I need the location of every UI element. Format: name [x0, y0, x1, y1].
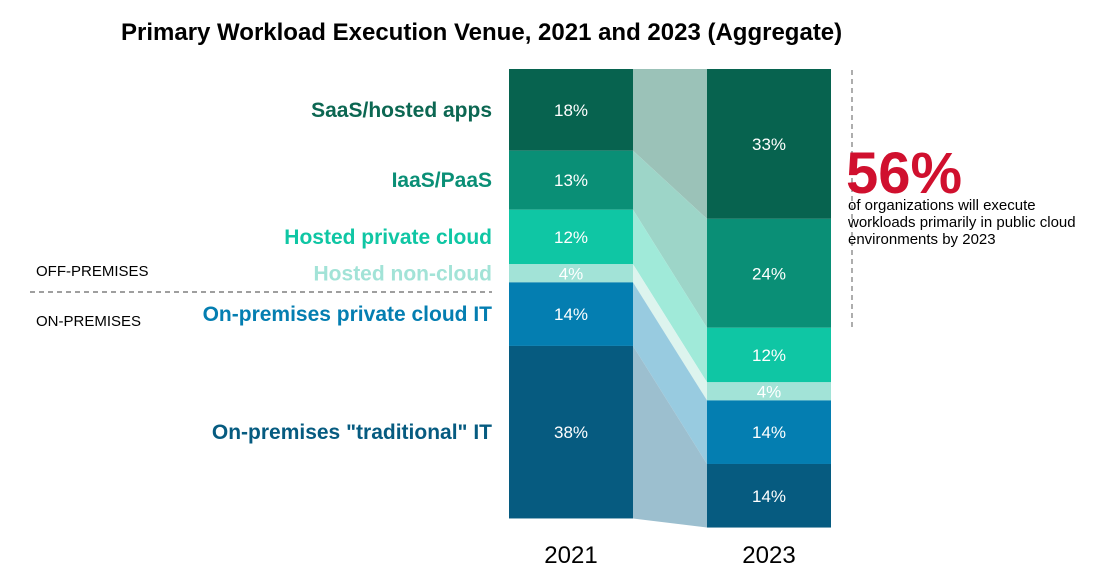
bar-segment	[707, 463, 831, 528]
transition-band	[633, 264, 707, 401]
data-label: 14%	[752, 423, 786, 442]
data-label: 18%	[554, 101, 588, 120]
transition-bands	[633, 69, 707, 528]
category-label: SaaS/hosted apps	[311, 99, 492, 122]
data-label: 12%	[752, 346, 786, 365]
transition-band	[633, 345, 707, 528]
year-labels: 2021 2023	[544, 542, 795, 569]
category-label: Hosted non-cloud	[314, 262, 492, 285]
bar-segment	[509, 69, 633, 151]
data-label: 14%	[554, 305, 588, 324]
callout-value: 56%	[846, 141, 962, 206]
bar-segment	[707, 327, 831, 383]
bar-segment	[707, 382, 831, 401]
category-label: Hosted private cloud	[284, 226, 492, 249]
bar-segment	[509, 345, 633, 519]
chart-title: Primary Workload Execution Venue, 2021 a…	[121, 19, 842, 46]
bar-segment	[509, 150, 633, 210]
callout-line: of organizations will execute	[848, 197, 1036, 214]
callout-line: workloads primarily in public cloud	[847, 214, 1076, 231]
data-label: 14%	[752, 487, 786, 506]
bar-segment	[509, 264, 633, 283]
transition-band	[633, 209, 707, 383]
transition-band	[633, 150, 707, 328]
segment-labels: 18% 13% 12% 4% 14% 38% 33% 24% 12% 4% 14% 14%	[554, 101, 786, 506]
transition-band	[633, 69, 707, 219]
stacked-bars	[509, 69, 831, 528]
category-labels: SaaS/hosted apps IaaS/PaaS Hosted private …	[203, 99, 493, 444]
callout-line: environments by 2023	[848, 231, 996, 248]
data-label: 38%	[554, 423, 588, 442]
data-label: 13%	[554, 171, 588, 190]
category-label: IaaS/PaaS	[392, 169, 492, 192]
data-label: 12%	[554, 228, 588, 247]
category-label: On-premises private cloud IT	[203, 303, 493, 326]
data-label: 33%	[752, 135, 786, 154]
x-tick-label: 2021	[544, 542, 597, 569]
bar-segment	[707, 69, 831, 219]
data-label: 24%	[752, 264, 786, 283]
category-label: On-premises "traditional" IT	[212, 421, 492, 444]
bar-segment	[509, 282, 633, 346]
on-premises-label: ON-PREMISES	[36, 313, 141, 330]
transition-band	[633, 282, 707, 464]
bar-segment	[707, 400, 831, 464]
bar-segment	[509, 209, 633, 265]
bar-segment	[707, 218, 831, 328]
data-label: 4%	[757, 382, 782, 401]
x-tick-label: 2023	[742, 542, 795, 569]
data-label: 4%	[559, 264, 584, 283]
off-premises-label: OFF-PREMISES	[36, 263, 149, 280]
